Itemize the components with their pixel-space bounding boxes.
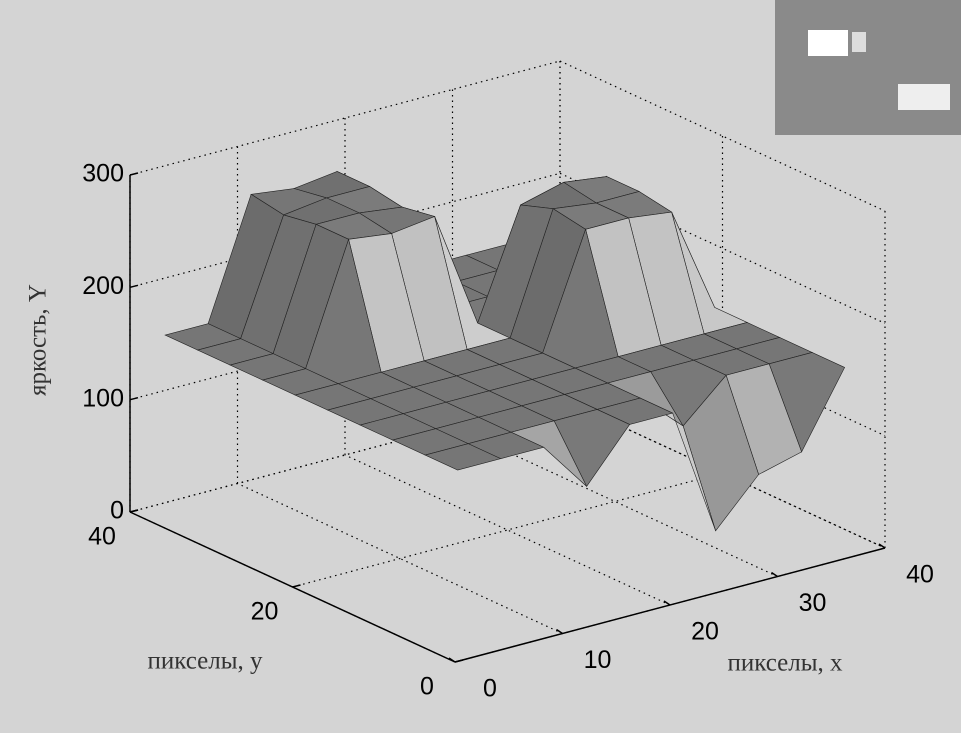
y-tick-label: 0 — [420, 673, 434, 701]
x-tick-label: 0 — [483, 675, 497, 703]
z-tick-label: 0 — [110, 497, 124, 525]
z-tick-label: 100 — [82, 384, 124, 412]
x-tick-label: 30 — [799, 589, 827, 617]
y-tick-label: 40 — [88, 523, 116, 551]
y-axis-label: пикселы, у — [147, 648, 263, 675]
x-tick-label: 10 — [584, 646, 612, 674]
x-tick-label: 20 — [691, 618, 719, 646]
inset-image — [775, 0, 961, 135]
z-axis-label: яркость, Y — [25, 284, 52, 396]
x-tick-label: 40 — [906, 561, 934, 589]
z-tick-label: 300 — [82, 160, 124, 188]
figure: 010020030001020304002040 яркость, Y пикс… — [0, 0, 961, 733]
x-axis-label: пикселы, x — [727, 650, 843, 677]
z-tick-label: 200 — [82, 272, 124, 300]
y-tick-label: 20 — [251, 598, 279, 626]
